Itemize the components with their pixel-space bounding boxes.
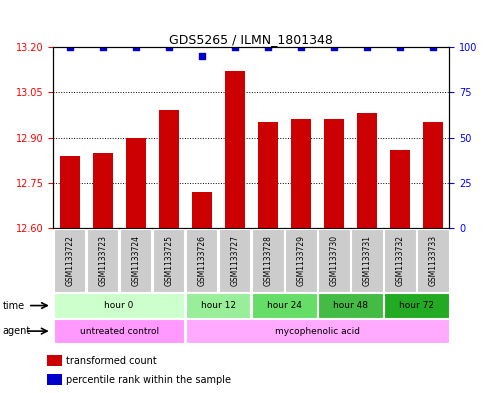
Text: GSM1133732: GSM1133732 [395, 235, 404, 286]
Title: GDS5265 / ILMN_1801348: GDS5265 / ILMN_1801348 [169, 33, 333, 46]
FancyBboxPatch shape [351, 229, 383, 292]
Text: agent: agent [2, 326, 30, 336]
Bar [47, 374, 62, 385]
FancyBboxPatch shape [87, 229, 118, 292]
Bar [192, 192, 212, 228]
Bar [324, 119, 343, 228]
Text: hour 12: hour 12 [200, 301, 236, 310]
Bar [258, 123, 278, 228]
Text: GSM1133726: GSM1133726 [197, 235, 206, 286]
Text: hour 72: hour 72 [398, 301, 434, 310]
FancyBboxPatch shape [54, 229, 85, 292]
Point [264, 44, 271, 50]
FancyBboxPatch shape [153, 229, 185, 292]
Point [132, 44, 140, 50]
FancyBboxPatch shape [285, 229, 316, 292]
FancyBboxPatch shape [417, 229, 449, 292]
FancyBboxPatch shape [186, 229, 217, 292]
Bar [390, 150, 410, 228]
Point [165, 44, 172, 50]
FancyBboxPatch shape [186, 319, 449, 343]
Text: GSM1133730: GSM1133730 [329, 235, 338, 286]
Point [297, 44, 304, 50]
Text: hour 0: hour 0 [104, 301, 134, 310]
Text: GSM1133729: GSM1133729 [296, 235, 305, 286]
FancyBboxPatch shape [252, 229, 284, 292]
Text: GSM1133722: GSM1133722 [65, 235, 74, 286]
Text: GSM1133724: GSM1133724 [131, 235, 140, 286]
Text: untreated control: untreated control [80, 327, 159, 336]
Text: GSM1133728: GSM1133728 [263, 235, 272, 286]
Point [429, 44, 437, 50]
Text: hour 24: hour 24 [267, 301, 301, 310]
Point [99, 44, 107, 50]
Text: GSM1133727: GSM1133727 [230, 235, 239, 286]
Text: GSM1133725: GSM1133725 [164, 235, 173, 286]
FancyBboxPatch shape [384, 293, 449, 318]
Bar [159, 110, 179, 228]
Bar [225, 71, 244, 228]
Point [198, 53, 206, 59]
FancyBboxPatch shape [186, 293, 251, 318]
Bar [423, 123, 442, 228]
Bar [126, 138, 145, 228]
Bar [93, 152, 113, 228]
Text: mycophenolic acid: mycophenolic acid [275, 327, 360, 336]
FancyBboxPatch shape [252, 293, 316, 318]
Text: GSM1133731: GSM1133731 [362, 235, 371, 286]
Point [396, 44, 403, 50]
FancyBboxPatch shape [54, 319, 185, 343]
Text: transformed count: transformed count [66, 356, 157, 366]
Bar [60, 156, 80, 228]
Point [66, 44, 73, 50]
FancyBboxPatch shape [318, 229, 350, 292]
Bar [47, 355, 62, 366]
FancyBboxPatch shape [318, 293, 383, 318]
Text: time: time [2, 301, 25, 311]
FancyBboxPatch shape [219, 229, 251, 292]
Text: GSM1133723: GSM1133723 [98, 235, 107, 286]
FancyBboxPatch shape [120, 229, 152, 292]
Point [330, 44, 338, 50]
Text: GSM1133733: GSM1133733 [428, 235, 437, 286]
Point [231, 44, 239, 50]
FancyBboxPatch shape [54, 293, 185, 318]
Bar [357, 114, 377, 228]
Bar [291, 119, 311, 228]
Point [363, 44, 370, 50]
Text: percentile rank within the sample: percentile rank within the sample [66, 375, 231, 385]
FancyBboxPatch shape [384, 229, 415, 292]
Text: hour 48: hour 48 [333, 301, 368, 310]
